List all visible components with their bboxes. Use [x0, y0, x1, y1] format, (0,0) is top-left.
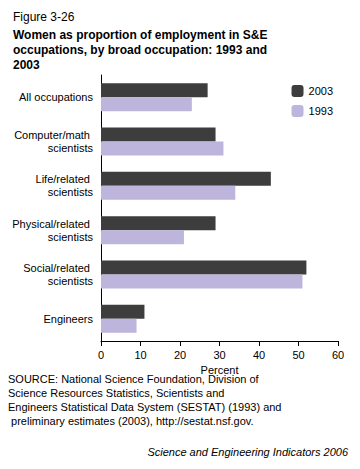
svg-text:Figure 3-26: Figure 3-26	[13, 10, 75, 24]
svg-text:scientists: scientists	[48, 186, 94, 198]
svg-text:Percent: Percent	[201, 364, 239, 376]
svg-text:scientists: scientists	[48, 142, 94, 154]
svg-text:SOURCE: National Science Found: SOURCE: National Science Foundation, Div…	[8, 373, 262, 385]
svg-text:Computer/math: Computer/math	[14, 129, 93, 141]
svg-text:occupations, by broad occupati: occupations, by broad occupation: 1993 a…	[13, 43, 270, 57]
svg-text:30: 30	[213, 349, 225, 361]
svg-text:All occupations: All occupations	[19, 91, 93, 103]
svg-text:Science Resources Statistics,: Science Resources Statistics, Scientists…	[8, 387, 227, 399]
svg-text:Science and Engineering Indica: Science and Engineering Indicators 2006	[147, 446, 348, 458]
svg-text:scientists: scientists	[48, 275, 94, 287]
svg-text:2003: 2003	[309, 85, 333, 97]
svg-text:Social/related: Social/related	[23, 262, 93, 274]
svg-text:preliminary estimates (2003),: preliminary estimates (2003), http://ses…	[8, 415, 254, 427]
svg-text:scientists: scientists	[48, 231, 94, 243]
svg-text:2003: 2003	[13, 58, 40, 72]
svg-text:Engineers: Engineers	[43, 313, 93, 325]
svg-text:40: 40	[253, 349, 265, 361]
svg-text:1993: 1993	[309, 105, 333, 117]
svg-text:Physical/related: Physical/related	[12, 218, 93, 230]
svg-text:0: 0	[98, 349, 104, 361]
svg-text:Women as proportion of employm: Women as proportion of employment in S&E	[13, 28, 271, 42]
svg-text:10: 10	[134, 349, 146, 361]
svg-text:60: 60	[332, 349, 344, 361]
svg-text:Engineers Statistical Data Sys: Engineers Statistical Data System (SESTA…	[8, 401, 281, 413]
svg-text:50: 50	[292, 349, 304, 361]
svg-text:20: 20	[174, 349, 186, 361]
svg-text:Life/related: Life/related	[36, 173, 93, 185]
